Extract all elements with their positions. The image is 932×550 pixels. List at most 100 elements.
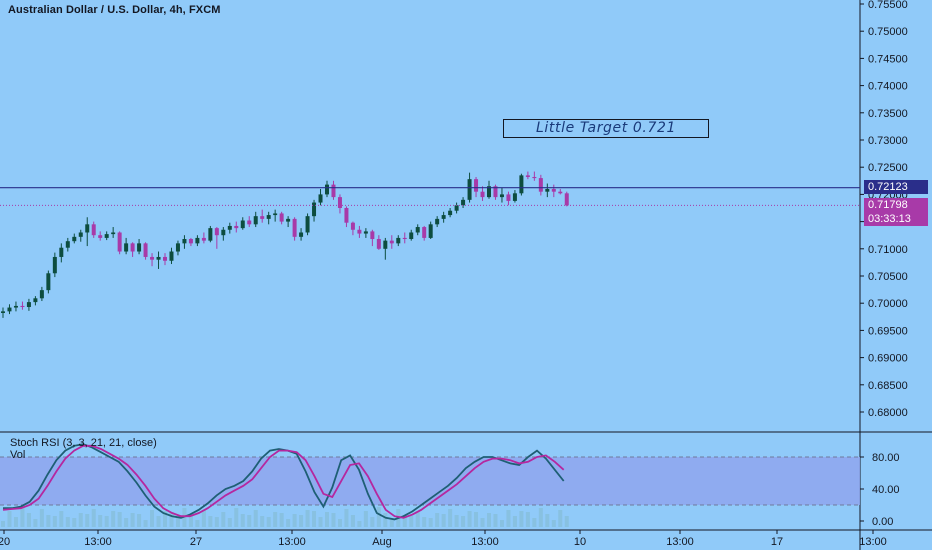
candle-body <box>85 224 90 233</box>
candle-body <box>169 251 174 261</box>
price-tick-label: 0.69500 <box>868 325 908 337</box>
volume-bar <box>26 513 31 527</box>
volume-bar <box>117 512 122 527</box>
volume-bar <box>551 520 556 527</box>
time-tick-label: Aug <box>372 536 392 548</box>
candle-body <box>182 239 187 244</box>
volume-bar <box>370 517 375 527</box>
candle-body <box>98 235 103 238</box>
volume-bar <box>415 511 420 527</box>
volume-bar <box>545 514 550 527</box>
candle-body <box>499 194 504 198</box>
candle-body <box>124 243 129 252</box>
volume-bar <box>1 521 5 527</box>
time-tick-label: 13:00 <box>84 536 112 548</box>
candle-body <box>188 239 193 244</box>
volume-bar <box>441 514 446 527</box>
volume-bar <box>65 517 70 527</box>
volume-bar <box>467 511 472 527</box>
volume-bar <box>305 510 310 527</box>
candle-body <box>111 232 116 235</box>
candle-body <box>487 186 491 198</box>
stoch-d-line <box>2 444 565 519</box>
candle-body <box>221 229 226 236</box>
volume-bar <box>337 519 342 527</box>
candle-body <box>454 205 459 211</box>
candle-body <box>422 227 427 238</box>
volume-bar <box>512 516 517 527</box>
price-tick-label: 0.69000 <box>868 353 908 365</box>
volume-bar <box>564 516 569 527</box>
candle-body <box>331 184 336 198</box>
volume-bar <box>312 511 317 527</box>
candle-body <box>163 256 167 261</box>
volume-bar <box>227 518 232 527</box>
candle-body <box>195 237 200 244</box>
candle-body <box>402 237 407 240</box>
price-tick-label: 0.73500 <box>868 108 908 120</box>
candle-body <box>234 225 239 229</box>
volume-bar <box>124 518 129 527</box>
candle-body <box>143 243 148 257</box>
volume-bar <box>409 516 414 527</box>
chart-title: Australian Dollar / U.S. Dollar, 4h, FXC… <box>8 4 221 16</box>
annotation-box[interactable]: Little Target 0.721 <box>503 119 709 138</box>
candle-body <box>227 225 232 230</box>
volume-bar <box>137 514 142 527</box>
candle-body <box>532 176 537 179</box>
horizontal-line-price-tag: 0.72123 <box>864 180 928 194</box>
time-tick-label: 13:00 <box>471 536 499 548</box>
stoch-tick-label: 40.00 <box>872 484 900 496</box>
price-tick-label: 0.68500 <box>868 380 908 392</box>
volume-bar <box>201 510 206 527</box>
countdown-tag: 03:33:13 <box>864 212 928 226</box>
time-tick-label: 17 <box>771 536 783 548</box>
candle-body <box>253 216 258 225</box>
price-tick-label: 0.72500 <box>868 162 908 174</box>
candle-body <box>538 178 543 192</box>
candle-body <box>156 256 161 260</box>
volume-bar <box>208 516 213 527</box>
candle-body <box>299 232 304 237</box>
candle-body <box>441 215 446 219</box>
candle-body <box>461 199 466 206</box>
volume-bar <box>292 514 297 527</box>
volume-bar <box>13 517 18 527</box>
volume-bar <box>422 517 427 527</box>
volume-bar <box>72 518 77 527</box>
candle-body <box>273 213 278 216</box>
candle-body <box>396 237 401 244</box>
candle-body <box>1 311 5 313</box>
volume-bar <box>487 513 491 527</box>
stoch-tick-label: 0.00 <box>872 516 893 528</box>
candle-body <box>72 236 77 242</box>
candle-body <box>266 215 271 219</box>
stoch-band <box>0 457 860 505</box>
candle-body <box>150 256 155 260</box>
volume-bar <box>331 513 336 527</box>
volume-bar <box>525 512 530 527</box>
volume-bar <box>376 507 381 527</box>
volume-bar <box>20 507 25 527</box>
volume-bar <box>363 511 368 527</box>
price-tick-label: 0.70500 <box>868 271 908 283</box>
candle-body <box>428 224 433 238</box>
volume-bar <box>104 516 109 527</box>
volume-bar <box>234 508 239 527</box>
volume-bar <box>357 521 362 527</box>
volume-bar <box>506 510 511 527</box>
volume-bar <box>163 511 167 527</box>
volume-bar <box>519 511 524 527</box>
volume-bar <box>253 510 258 527</box>
price-tick-label: 0.73000 <box>868 135 908 147</box>
price-tick-label: 0.75500 <box>868 0 908 11</box>
volume-bar <box>344 509 349 527</box>
last-price-tag: 0.71798 <box>864 198 928 212</box>
candle-body <box>52 256 57 274</box>
candle-body <box>46 273 51 291</box>
volume-bar <box>247 515 252 527</box>
candle-body <box>7 307 12 312</box>
candle-body <box>318 194 323 203</box>
volume-bar <box>325 512 329 527</box>
candle-body <box>474 179 479 192</box>
